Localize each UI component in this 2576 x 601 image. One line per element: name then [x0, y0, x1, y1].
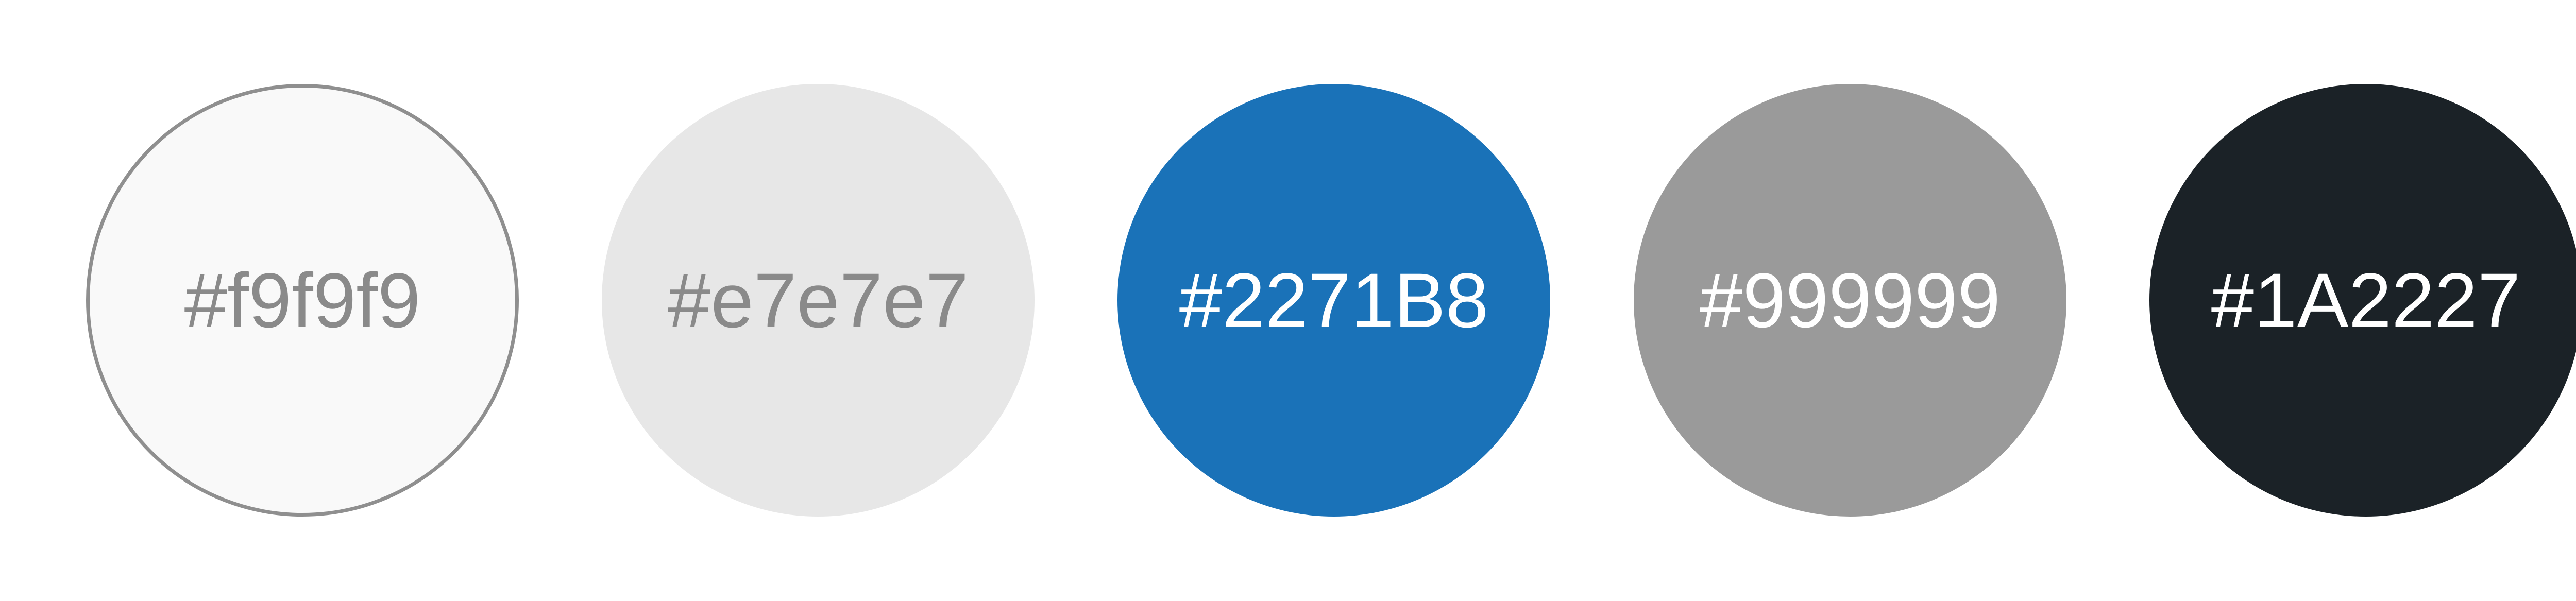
- color-swatch-5: #1A2227: [2149, 84, 2576, 517]
- color-code-label: #f9f9f9: [184, 257, 421, 344]
- color-swatch-3: #2271B8: [1117, 84, 1550, 517]
- color-code-label: #1A2227: [2211, 257, 2521, 344]
- color-swatch-4: #999999: [1634, 84, 2066, 517]
- color-swatch-1: #f9f9f9: [86, 84, 519, 517]
- color-swatch-2: #e7e7e7: [602, 84, 1035, 517]
- color-code-label: #e7e7e7: [668, 257, 969, 344]
- color-code-label: #2271B8: [1179, 257, 1489, 344]
- color-code-label: #999999: [1700, 257, 2001, 344]
